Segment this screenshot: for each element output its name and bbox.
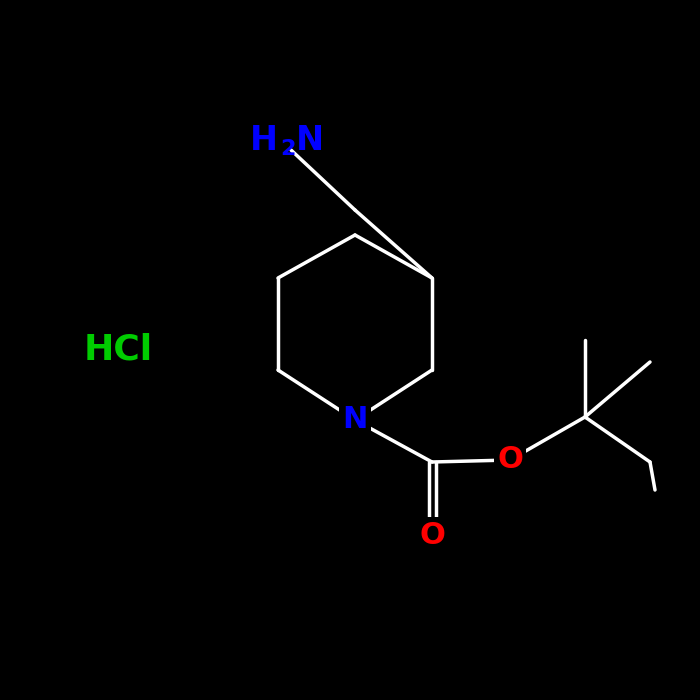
Text: 2: 2 [280, 139, 295, 159]
Text: N: N [296, 123, 324, 157]
Text: HCl: HCl [83, 333, 153, 367]
Text: O: O [419, 521, 445, 550]
Text: H: H [250, 123, 278, 157]
Text: O: O [497, 445, 523, 475]
Text: N: N [342, 405, 368, 435]
